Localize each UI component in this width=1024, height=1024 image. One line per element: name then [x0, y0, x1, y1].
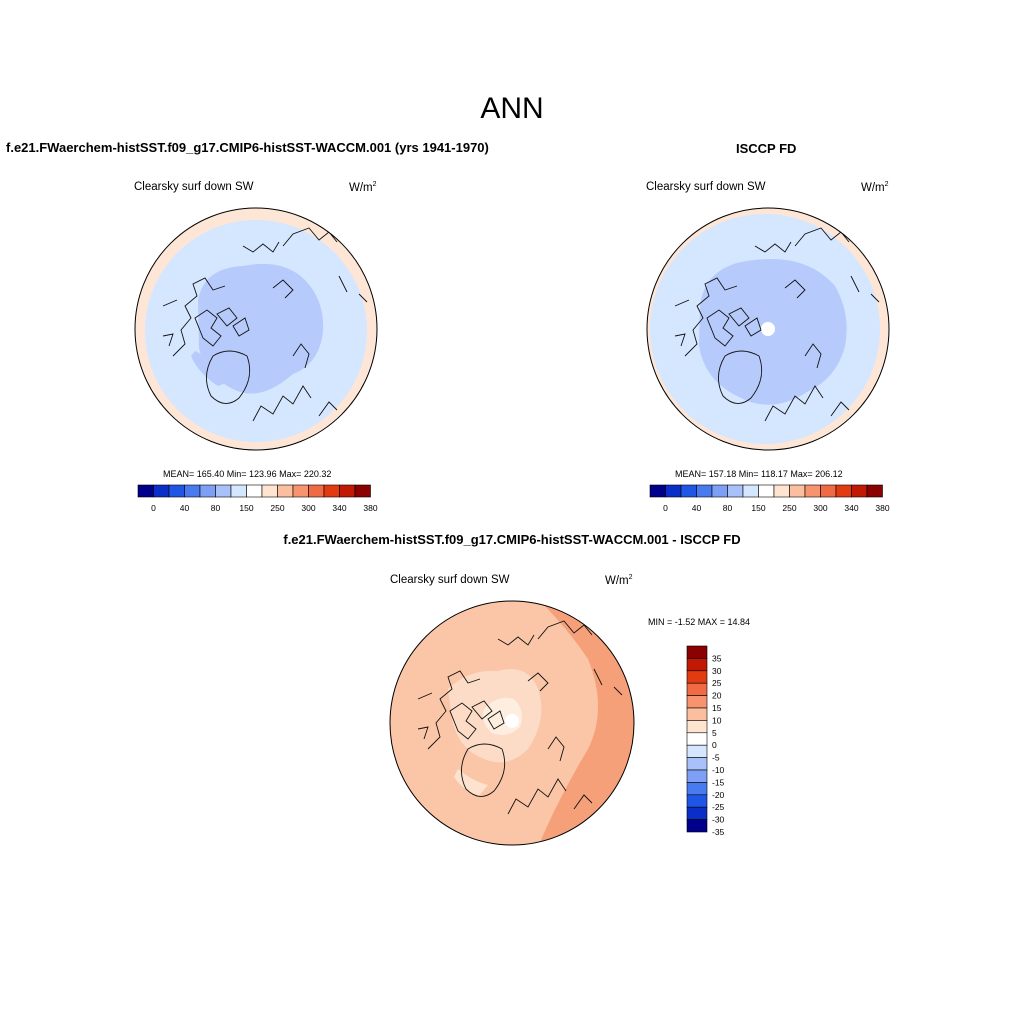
colorbar-swatch — [153, 484, 170, 498]
colorbar-tick-label: 15 — [712, 703, 722, 713]
colorbar-tick-label: 5 — [712, 728, 717, 738]
colorbar-swatch — [686, 645, 708, 659]
page-title: ANN — [480, 92, 544, 125]
colorbar-tick-label: -5 — [712, 753, 720, 763]
colorbar-tick-label: 380 — [875, 503, 889, 513]
colorbar-tick-label: -25 — [712, 802, 725, 812]
obs-variable-label: Clearsky surf down SW — [646, 181, 766, 193]
colorbar-tick-label: 250 — [782, 503, 796, 513]
colorbar-swatch — [665, 484, 682, 498]
colorbar-swatch — [742, 484, 759, 498]
colorbar-swatch — [680, 484, 697, 498]
diff-coastlines — [417, 620, 623, 815]
model-colorbar: 0 40 80 150 250 300 340 380 — [137, 484, 378, 513]
colorbar-tick-label: 380 — [363, 503, 377, 513]
colorbar-swatch — [758, 484, 775, 498]
colorbar-swatch — [277, 484, 294, 498]
colorbar-tick-label: 25 — [712, 678, 722, 688]
colorbar-swatch — [773, 484, 790, 498]
colorbar-swatch — [184, 484, 201, 498]
colorbar-tick-label: 0 — [712, 740, 717, 750]
colorbar-tick-label: 0 — [663, 503, 668, 513]
colorbar-swatch — [686, 670, 708, 684]
colorbar-swatch — [246, 484, 263, 498]
model-panel-title: f.e21.FWaerchem-histSST.f09_g17.CMIP6-hi… — [6, 140, 489, 155]
diff-polar-map — [389, 600, 635, 846]
colorbar-tick-label: 20 — [712, 691, 722, 701]
colorbar-swatch — [230, 484, 247, 498]
colorbar-swatch — [649, 484, 666, 498]
colorbar-swatch — [199, 484, 216, 498]
colorbar-swatch — [789, 484, 806, 498]
colorbar-tick-label: 340 — [844, 503, 858, 513]
colorbar-swatch — [686, 682, 708, 696]
colorbar-tick-label: 40 — [692, 503, 702, 513]
colorbar-swatch — [686, 658, 708, 672]
obs-units-label: W/m2 — [861, 181, 889, 194]
colorbar-tick-label: 340 — [332, 503, 346, 513]
colorbar-swatch — [866, 484, 883, 498]
obs-polar-map — [646, 207, 890, 451]
colorbar-tick-label: 30 — [712, 666, 722, 676]
colorbar-swatch — [804, 484, 821, 498]
colorbar-tick-label: 80 — [723, 503, 733, 513]
colorbar-swatch — [168, 484, 185, 498]
colorbar-tick-label: 10 — [712, 715, 722, 725]
diff-panel-title: f.e21.FWaerchem-histSST.f09_g17.CMIP6-hi… — [283, 532, 741, 547]
colorbar-swatch — [215, 484, 232, 498]
colorbar-swatch — [686, 794, 708, 808]
colorbar-swatch — [686, 744, 708, 758]
colorbar-swatch — [711, 484, 728, 498]
colorbar-tick-label: 150 — [751, 503, 765, 513]
model-polar-map — [134, 207, 378, 451]
diff-variable-label: Clearsky surf down SW — [390, 574, 510, 586]
colorbar-swatch — [137, 484, 154, 498]
colorbar-tick-label: -20 — [712, 790, 725, 800]
colorbar-tick-label: -30 — [712, 815, 725, 825]
colorbar-swatch — [686, 695, 708, 709]
colorbar-tick-label: 0 — [151, 503, 156, 513]
colorbar-swatch — [686, 757, 708, 771]
colorbar-tick-label: 300 — [301, 503, 315, 513]
obs-colorbar: 0 40 80 150 250 300 340 380 — [649, 484, 890, 513]
diff-stats: MIN = -1.52 MAX = 14.84 — [648, 617, 751, 627]
colorbar-swatch — [686, 806, 708, 820]
colorbar-swatch — [686, 782, 708, 796]
colorbar-swatch — [686, 720, 708, 734]
diff-colorbar: 35 30 25 20 15 10 5 0 -5 -10 -15 -20 -25 -30 -35 — [686, 645, 725, 837]
colorbar-swatch — [851, 484, 868, 498]
colorbar-tick-label: -15 — [712, 777, 725, 787]
colorbar-swatch — [686, 707, 708, 721]
colorbar-swatch — [820, 484, 837, 498]
model-stats: MEAN= 165.40 Min= 123.96 Max= 220.32 — [163, 469, 332, 479]
colorbar-swatch — [696, 484, 713, 498]
colorbar-swatch — [727, 484, 744, 498]
colorbar-swatch — [323, 484, 340, 498]
colorbar-swatch — [835, 484, 852, 498]
colorbar-tick-label: 150 — [239, 503, 253, 513]
diff-units-label: W/m2 — [605, 574, 633, 587]
obs-stats: MEAN= 157.18 Min= 118.17 Max= 206.12 — [675, 469, 843, 479]
colorbar-swatch — [354, 484, 371, 498]
obs-panel-title: ISCCP FD — [736, 141, 797, 156]
colorbar-tick-label: 250 — [270, 503, 284, 513]
colorbar-tick-label: -35 — [712, 827, 725, 837]
colorbar-swatch — [308, 484, 325, 498]
colorbar-swatch — [686, 732, 708, 746]
colorbar-tick-label: 40 — [180, 503, 190, 513]
model-variable-label: Clearsky surf down SW — [134, 181, 254, 193]
model-coastlines — [162, 227, 368, 422]
colorbar-swatch — [292, 484, 309, 498]
colorbar-swatch — [686, 769, 708, 783]
colorbar-swatch — [686, 819, 708, 833]
colorbar-tick-label: -10 — [712, 765, 725, 775]
colorbar-swatch — [261, 484, 278, 498]
colorbar-swatch — [339, 484, 356, 498]
colorbar-tick-label: 35 — [712, 653, 722, 663]
model-units-label: W/m2 — [349, 181, 377, 194]
colorbar-tick-label: 80 — [211, 503, 221, 513]
colorbar-tick-label: 300 — [813, 503, 827, 513]
